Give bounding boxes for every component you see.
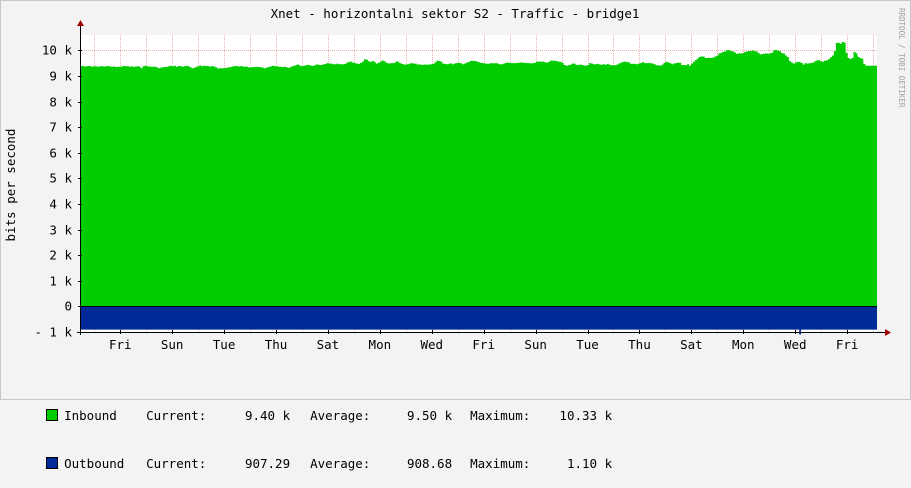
x-tick-label: Tue: [576, 337, 599, 352]
legend-maximum-value: 10.33 k: [559, 408, 613, 423]
x-tick-label: Fri: [472, 337, 495, 352]
y-tick-label: 0: [64, 299, 72, 314]
legend-average-label: Average:: [310, 456, 371, 471]
x-tick-label: Thu: [265, 337, 288, 352]
x-tick-label: Fri: [836, 337, 859, 352]
legend-current-value: 907.29: [244, 456, 291, 471]
x-tick-label: Wed: [784, 337, 807, 352]
y-tick-label: 6 k: [49, 146, 72, 161]
y-tick-label: 10 k: [42, 43, 73, 58]
x-tick-label: Mon: [732, 337, 755, 352]
series-area-outbound: [80, 306, 877, 335]
y-tick-labels: - 1 k 0 1 k 2 k 3 k 4 k 5 k 6 k 7 k 8 k 9 k 10 k: [34, 43, 72, 340]
legend-current-value: 9.40 k: [244, 408, 291, 423]
x-tick-label: Sat: [680, 337, 703, 352]
area-layer: [80, 41, 877, 335]
legend-average-label: Average:: [310, 408, 371, 423]
y-tick-label: 4 k: [49, 197, 72, 212]
legend-average-value: 908.68: [406, 456, 453, 471]
legend-name-outbound: Outbound: [64, 456, 125, 471]
x-tick-label: Wed: [420, 337, 443, 352]
legend-current-label: Current:: [146, 456, 207, 471]
x-tick-label: Sat: [317, 337, 340, 352]
y-axis-label: bits per second: [3, 129, 18, 242]
axis-layer: [77, 20, 891, 336]
x-tick-label: Mon: [369, 337, 392, 352]
series-area-inbound: [80, 41, 877, 307]
legend-name-inbound: Inbound: [64, 408, 117, 423]
legend-row-inbound: Inbound Current: 9.40 k Average: 9.50 k Maxim…: [16, 392, 612, 423]
y-tick-label: - 1 k: [34, 325, 72, 340]
traffic-chart: Xnet - horizontalni sektor S2 - Traffic …: [3, 6, 906, 352]
legend-current-label: Current:: [146, 408, 207, 423]
legend-maximum-label: Maximum:: [470, 456, 531, 471]
x-tick-labels: Fri Sun Tue Thu Sat Mon Wed Fri Sun Tue Thu Sat Mon W…: [109, 337, 858, 352]
y-tick-label: 1 k: [49, 274, 72, 289]
y-tick-label: 9 k: [49, 69, 72, 84]
y-tick-label: 3 k: [49, 223, 72, 238]
legend-maximum-value: 1.10 k: [566, 456, 613, 471]
y-tick-label: 5 k: [49, 171, 72, 186]
x-axis-arrow: [885, 329, 891, 336]
legend: Inbound Current: 9.40 k Average: 9.50 k Maxim…: [16, 360, 612, 472]
legend-row-outbound: Outbound Current: 907.29 Average: 908.68 Maxi…: [16, 440, 612, 471]
x-tick-label: Sun: [161, 337, 184, 352]
y-axis-arrow: [77, 20, 84, 26]
x-tick-label: Tue: [213, 337, 236, 352]
legend-maximum-label: Maximum:: [470, 408, 531, 423]
x-tick-label: Fri: [109, 337, 132, 352]
y-tick-label: 2 k: [49, 248, 72, 263]
x-tick-label: Sun: [524, 337, 547, 352]
chart-title: Xnet - horizontalni sektor S2 - Traffic …: [271, 6, 640, 21]
inbound-swatch: [46, 409, 59, 421]
x-tick-label: Thu: [628, 337, 651, 352]
y-tick-label: 8 k: [49, 95, 72, 110]
outbound-swatch: [46, 457, 59, 469]
rrdtool-watermark: RRDTOOL / TOBI OETIKER: [897, 8, 906, 108]
y-tick-label: 7 k: [49, 120, 72, 135]
legend-average-value: 9.50 k: [406, 408, 453, 423]
